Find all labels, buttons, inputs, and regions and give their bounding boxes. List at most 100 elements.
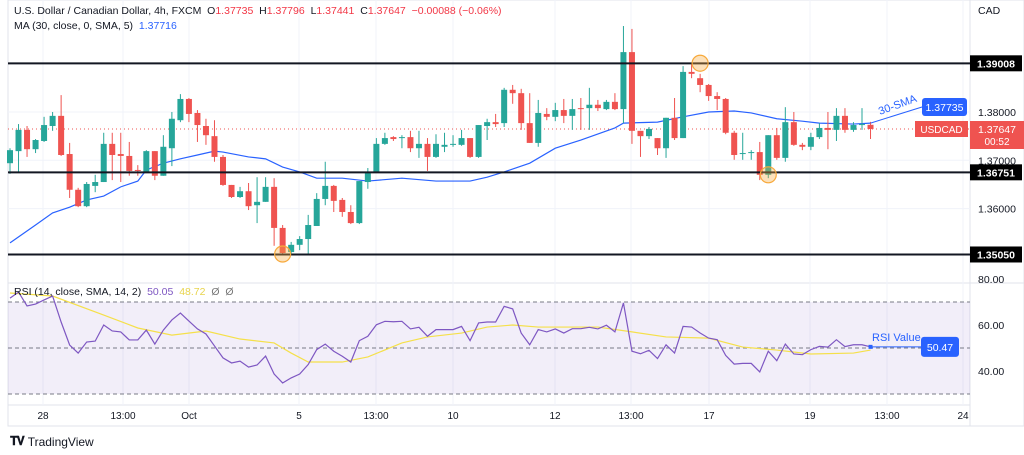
candle-bullish	[305, 225, 312, 240]
candle-bullish	[620, 52, 627, 110]
candle-bearish	[245, 191, 252, 207]
candle-bullish	[816, 127, 823, 138]
ma-legend[interactable]: MA (30, close, 0, SMA, 5) 1.37716	[14, 20, 177, 32]
high-value: 1.37796	[266, 5, 305, 17]
rsi-legend[interactable]: RSI (14, close, SMA, 14, 2) 50.05 48.72 …	[14, 286, 234, 298]
candle-bullish	[663, 117, 670, 149]
low-label: L	[310, 5, 317, 17]
candle-bullish	[356, 181, 363, 224]
candle-bearish	[637, 130, 644, 137]
candle-bearish	[390, 137, 397, 140]
candle-bearish	[202, 126, 209, 136]
candle-bullish	[807, 137, 814, 147]
ma-label-box	[922, 98, 967, 116]
tradingview-logo-icon: 𝐓𝐕	[10, 434, 25, 448]
candle-bullish	[160, 146, 167, 176]
rsi-extra-2: Ø	[225, 286, 234, 298]
candle-bearish	[628, 52, 635, 131]
change-value: −0.00088 (−0.06%)	[411, 5, 502, 17]
candle-bearish	[347, 211, 354, 224]
candle-bullish	[603, 101, 610, 110]
time-label: 13:00	[110, 411, 135, 422]
level-label: 1.39008	[977, 58, 1015, 70]
level-label-box	[970, 55, 1022, 72]
candle-bullish	[833, 115, 840, 130]
candle-bullish	[415, 143, 422, 149]
rsi-ma-legend-value: 48.72	[179, 286, 206, 298]
level-label-box	[970, 246, 1022, 263]
price-tick-label: 1.38000	[978, 107, 1016, 119]
candle-bearish	[714, 96, 721, 99]
candle-bullish	[100, 143, 107, 183]
tradingview-logo[interactable]: 𝐓𝐕 TradingView	[10, 434, 94, 449]
time-label: 13:00	[874, 411, 899, 422]
candle-bearish	[75, 189, 82, 207]
candle-bearish	[654, 138, 661, 149]
candle-bearish	[424, 143, 431, 157]
candle-bearish	[705, 84, 712, 97]
candle-bullish	[441, 144, 448, 147]
candle-bearish	[824, 127, 831, 130]
candle-bullish	[168, 118, 175, 149]
candle-bearish	[577, 108, 584, 110]
candle-bullish	[15, 129, 22, 152]
time-label: 28	[37, 411, 49, 422]
marker-circle	[274, 245, 292, 263]
candle-bearish	[560, 110, 567, 116]
time-label: 13:00	[363, 411, 388, 422]
candle-bearish	[271, 186, 278, 228]
candle-bullish	[586, 104, 593, 109]
level-label: 1.35050	[977, 249, 1015, 261]
candle-bullish	[364, 172, 371, 183]
candle-bullish	[646, 128, 652, 137]
candle-bearish	[220, 156, 226, 185]
rsi-line	[9, 291, 871, 384]
candle-bearish	[756, 152, 763, 175]
candle-bullish	[782, 122, 789, 158]
rsi-value-label: 50.47	[927, 342, 953, 354]
candle-bullish	[458, 138, 465, 145]
candle-bullish	[748, 152, 755, 154]
candle-bearish	[194, 112, 201, 126]
rsi-tick-label: 40.00	[978, 366, 1004, 378]
rsi-value-box	[921, 336, 959, 357]
candle-bullish	[296, 239, 303, 245]
time-label: 12	[549, 411, 561, 422]
ma-legend-label: MA (30, close, 0, SMA, 5)	[14, 20, 134, 32]
rsi-annotation-anchor[interactable]	[868, 344, 873, 349]
time-label: 10	[447, 411, 459, 422]
time-label: 24	[957, 411, 969, 422]
candle-bearish	[279, 227, 286, 254]
candle-bearish	[867, 124, 874, 130]
candle-bearish	[407, 137, 414, 149]
candle-bearish	[671, 117, 678, 139]
open-label: O	[207, 5, 216, 17]
candle-bearish	[228, 184, 235, 198]
countdown-label: 00:52	[984, 137, 1009, 148]
candle-bullish	[450, 143, 457, 145]
candle-bullish	[322, 185, 329, 199]
candle-bearish	[339, 199, 346, 212]
candle-bullish	[313, 198, 320, 226]
candle-bearish	[24, 129, 31, 150]
candle-bullish	[569, 109, 576, 116]
time-label: 5	[296, 411, 302, 422]
time-label: 19	[804, 411, 816, 422]
rsi-legend-label: RSI (14, close, SMA, 14, 2)	[14, 286, 142, 298]
rsi-tick-label: 60.00	[978, 320, 1004, 332]
high-label: H	[259, 5, 267, 17]
candle-bullish	[288, 244, 295, 253]
candle-bullish	[262, 186, 269, 202]
rsi-band-fill	[8, 302, 970, 394]
candle-bullish	[83, 183, 90, 207]
candle-bullish	[92, 182, 99, 186]
candle-bullish	[433, 143, 439, 157]
rsi-ma-line	[9, 292, 871, 363]
symbol-label-box	[915, 121, 968, 137]
level-label: 1.36751	[977, 167, 1015, 179]
candle-bullish	[7, 150, 13, 164]
candle-bullish	[475, 125, 482, 157]
rsi-legend-value: 50.05	[147, 286, 174, 298]
candle-bullish	[143, 151, 150, 172]
